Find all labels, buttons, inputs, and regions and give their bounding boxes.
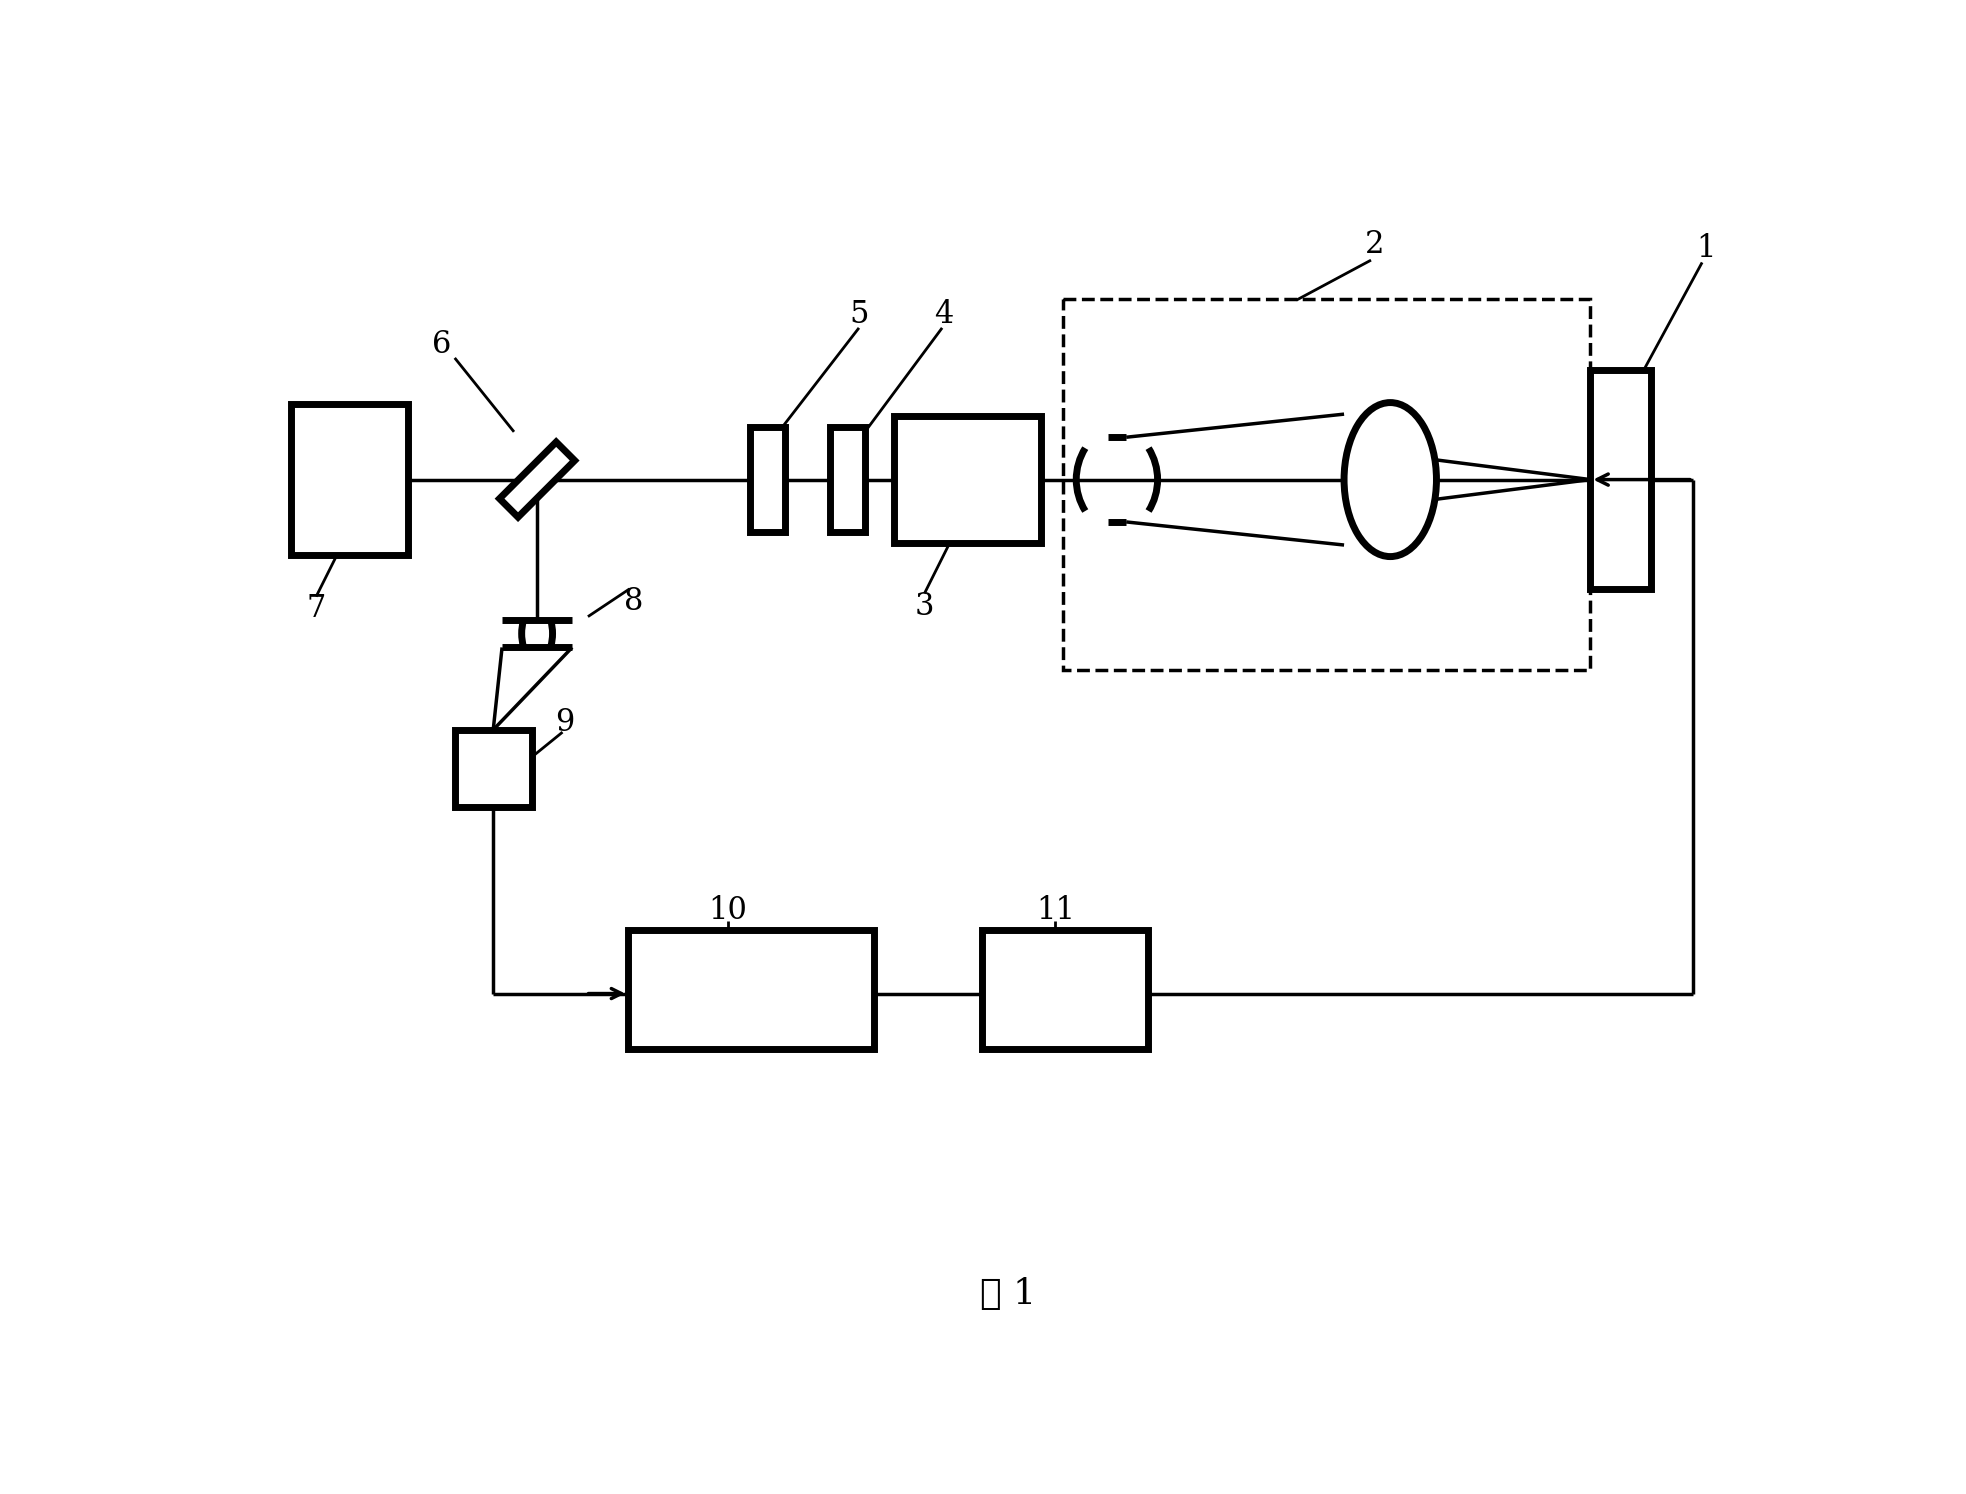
Bar <box>895 417 1042 542</box>
Text: 9: 9 <box>554 707 574 738</box>
Bar <box>1590 371 1651 589</box>
Bar <box>1064 299 1590 669</box>
Text: 5: 5 <box>849 299 869 330</box>
Bar <box>749 427 784 532</box>
Text: 6: 6 <box>433 329 452 360</box>
Text: 8: 8 <box>625 586 643 617</box>
Bar <box>627 931 875 1049</box>
Text: 7: 7 <box>307 593 326 624</box>
Ellipse shape <box>1345 402 1437 557</box>
Text: 2: 2 <box>1364 229 1384 260</box>
Text: 3: 3 <box>914 592 934 622</box>
Bar <box>291 403 407 556</box>
Bar <box>454 731 531 807</box>
Text: 4: 4 <box>934 299 954 330</box>
Text: 11: 11 <box>1036 895 1075 926</box>
Bar <box>830 427 865 532</box>
Polygon shape <box>499 442 574 517</box>
Text: 1: 1 <box>1697 233 1716 264</box>
Text: 图 1: 图 1 <box>979 1277 1036 1312</box>
Text: 10: 10 <box>708 895 747 926</box>
Bar <box>983 931 1148 1049</box>
